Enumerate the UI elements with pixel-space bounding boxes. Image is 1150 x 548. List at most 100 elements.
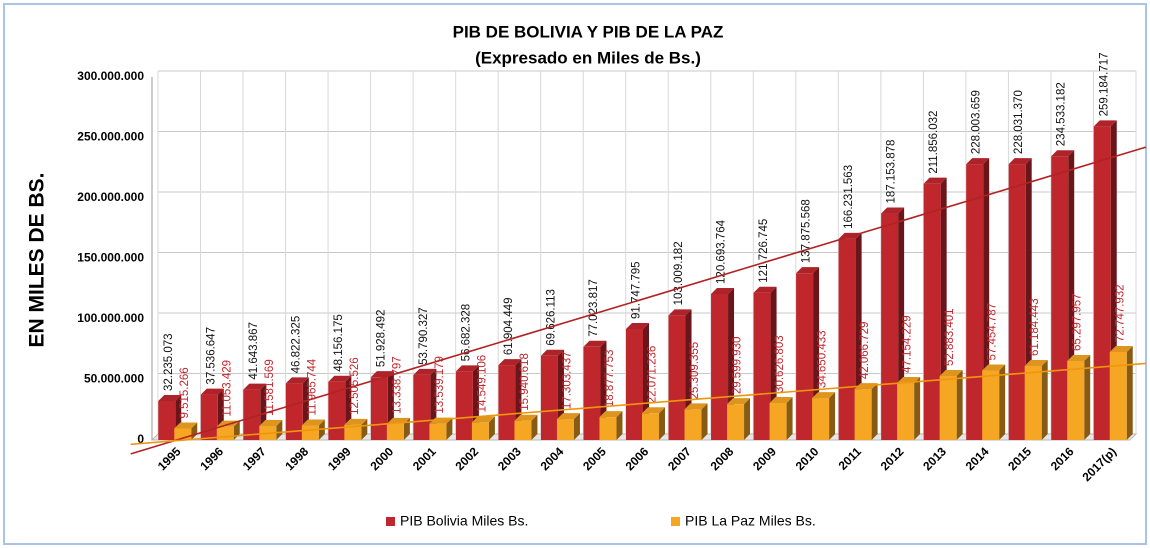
bar-top	[923, 177, 947, 184]
bar	[386, 423, 404, 440]
bar-top	[684, 403, 708, 410]
bar-top	[301, 419, 325, 426]
bar-top	[939, 370, 963, 377]
bar	[158, 400, 176, 440]
value-label: 120.693.764	[716, 219, 728, 284]
bar-top	[982, 364, 1006, 371]
value-label: 103.009.182	[673, 241, 685, 305]
bar	[200, 394, 218, 440]
trendline	[130, 146, 1147, 455]
bar-side	[659, 407, 665, 440]
bar-side	[616, 411, 623, 440]
value-label: 13.539.179	[434, 356, 446, 414]
bar	[556, 419, 574, 440]
bar-top	[498, 359, 522, 366]
bar	[812, 398, 830, 440]
y-tick-label: 100.000.000	[77, 311, 144, 325]
bar-side	[701, 403, 708, 440]
bar	[1051, 156, 1069, 440]
bar-top	[1067, 354, 1091, 361]
bar-side	[914, 376, 921, 440]
bar-top	[514, 414, 538, 421]
bar-top	[471, 416, 495, 423]
bar-top	[455, 365, 479, 372]
bar-top	[158, 394, 182, 401]
bar-top	[174, 422, 198, 429]
bar-side	[531, 414, 538, 440]
bar-top	[599, 411, 623, 418]
value-label: 13.338.797	[391, 356, 403, 414]
bar	[982, 370, 1000, 440]
value-label: 72.747.932	[1114, 284, 1126, 342]
bar	[174, 428, 192, 440]
value-label: 11.581.569	[264, 359, 276, 416]
value-label: 56.682.328	[460, 304, 472, 362]
bar-top	[540, 349, 564, 356]
value-label: 47.154.229	[902, 315, 914, 373]
bar-top	[285, 377, 309, 384]
bar	[854, 389, 872, 440]
y-tick-label: 150.000.000	[77, 251, 144, 265]
value-label: 25.309.355	[689, 342, 701, 400]
bar	[429, 423, 447, 440]
bar	[243, 389, 261, 440]
legend-label: PIB La Paz Miles Bs.	[685, 513, 816, 529]
bar-top	[1008, 158, 1032, 165]
bar	[626, 328, 643, 440]
value-label: 17.303.437	[561, 352, 573, 410]
bar	[344, 424, 362, 440]
legend-swatch	[386, 517, 395, 526]
bar-top	[812, 392, 836, 399]
value-label: 15.940.618	[519, 353, 531, 411]
bar	[285, 383, 303, 440]
bar-side	[446, 417, 453, 440]
value-label: 61.904.449	[503, 298, 515, 356]
value-label: 14.549.106	[476, 355, 488, 413]
bar	[939, 376, 957, 440]
bar-top	[711, 287, 735, 294]
value-label: 259.184.717	[1098, 52, 1110, 116]
bar-side	[361, 418, 368, 440]
bar-top	[200, 388, 224, 395]
bar-side	[488, 416, 495, 440]
bar-top	[642, 407, 665, 414]
value-label: 57.454.787	[987, 303, 999, 361]
value-label: 34.650.433	[817, 331, 829, 389]
bar-top	[1093, 120, 1117, 127]
bar-top	[727, 398, 751, 405]
bar	[923, 183, 941, 440]
y-tick-label: 200.000.000	[77, 190, 144, 204]
bar-top	[668, 309, 692, 316]
bar	[599, 417, 617, 440]
value-label: 61.184.443	[1029, 298, 1041, 356]
bar	[838, 238, 856, 440]
value-label: 30.626.803	[774, 335, 786, 393]
bar-top	[626, 322, 649, 329]
bar-top	[583, 340, 607, 347]
value-label: 11.053.429	[221, 360, 233, 417]
value-label: 29.599.930	[732, 337, 744, 395]
bar	[455, 371, 473, 440]
value-label: 187.153.878	[886, 140, 898, 204]
value-label: 166.231.563	[843, 165, 855, 229]
legend-swatch	[671, 517, 680, 526]
bar-top	[1109, 345, 1133, 352]
bar	[796, 273, 814, 440]
bar-top	[328, 375, 352, 382]
value-label: 91.747.795	[631, 261, 643, 319]
bar	[769, 402, 787, 440]
bar-side	[786, 396, 793, 440]
bar	[881, 213, 899, 440]
bar-top	[413, 368, 437, 375]
bar-side	[744, 398, 751, 440]
bar-top	[769, 396, 793, 403]
bar	[1024, 365, 1042, 440]
bar-top	[259, 419, 283, 426]
bar	[897, 382, 915, 440]
bar	[413, 374, 431, 440]
chart-frame	[3, 3, 1147, 545]
bar-top	[1051, 150, 1075, 157]
bar	[1109, 351, 1127, 440]
value-label: 65.297.957	[1072, 293, 1084, 351]
